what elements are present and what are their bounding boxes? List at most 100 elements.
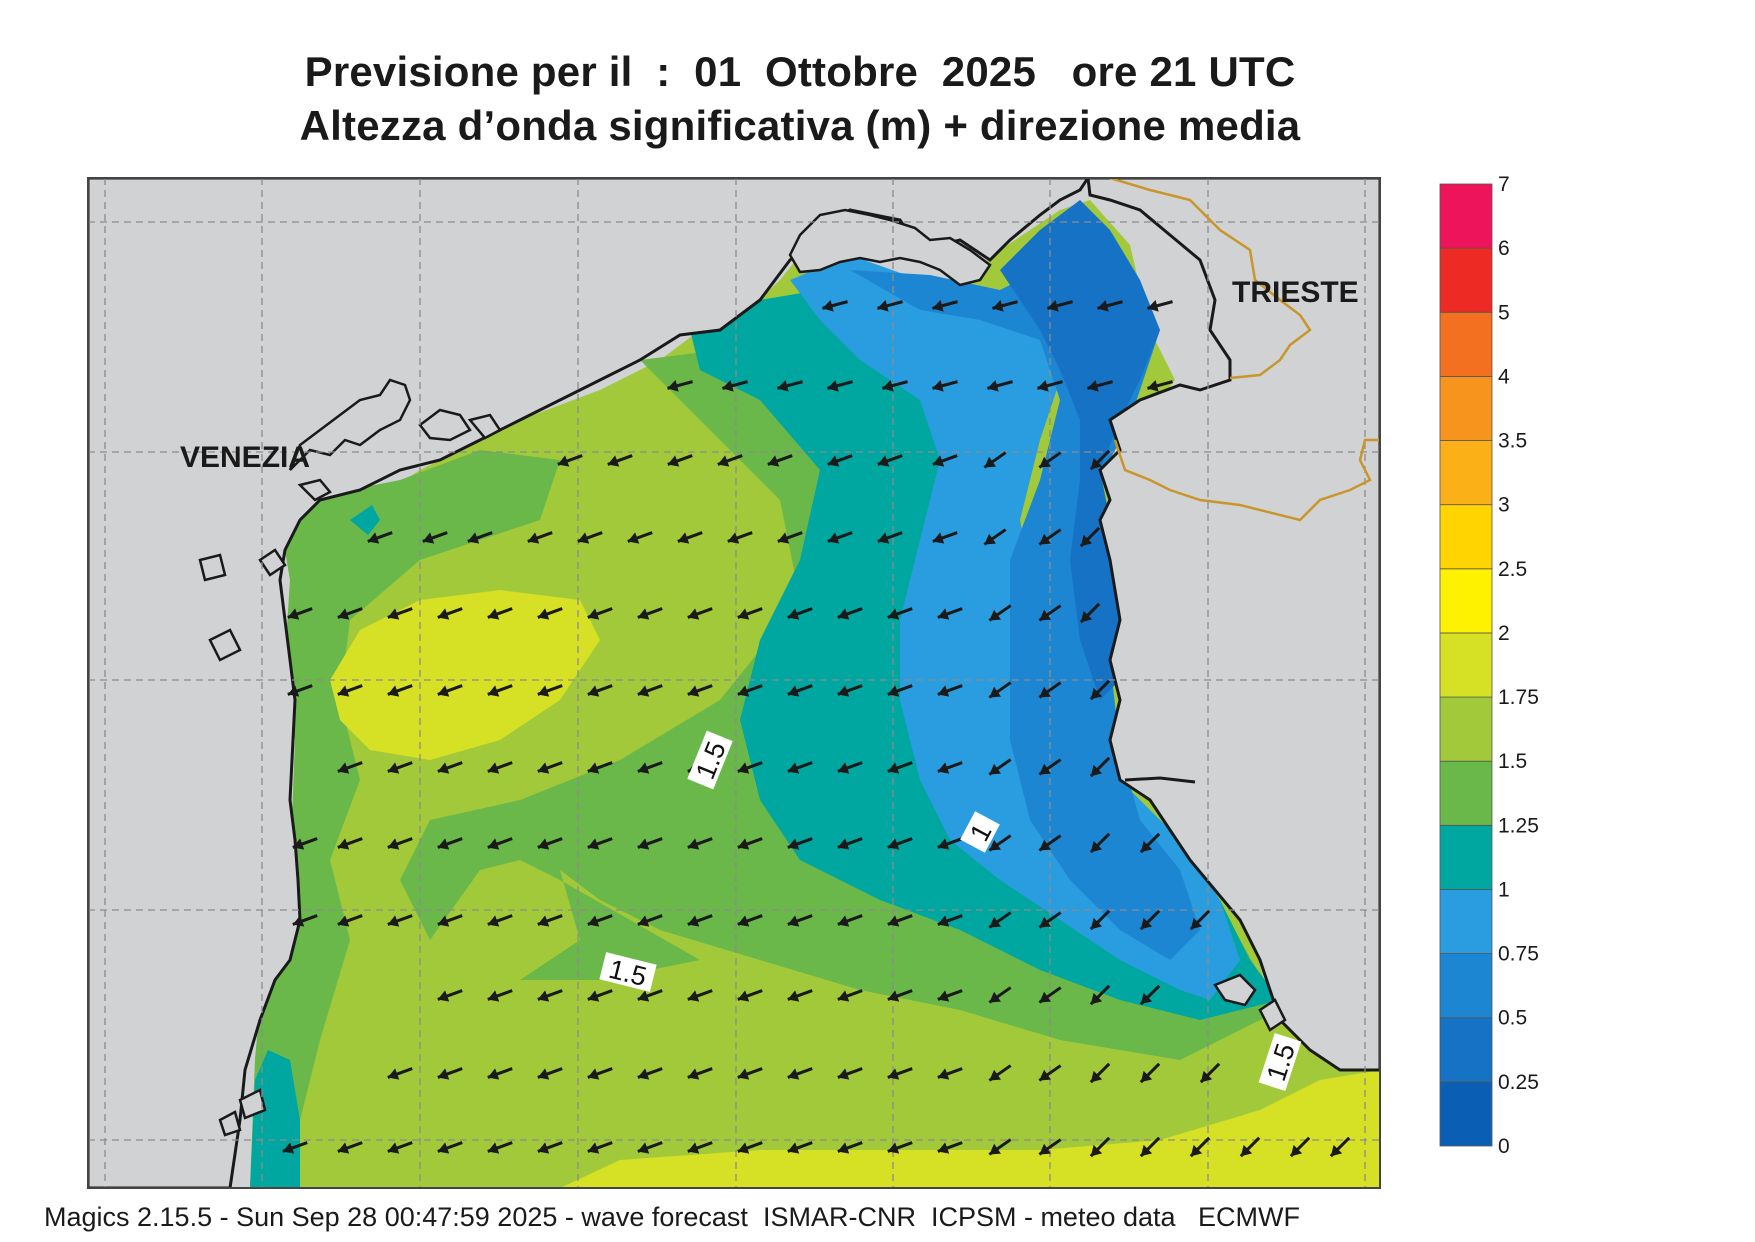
wave-arrow-head <box>287 608 300 620</box>
wave-arrow-head <box>787 1068 800 1080</box>
wave-arrow-head <box>687 1142 700 1154</box>
colorbar-label: 2.5 <box>1498 558 1527 581</box>
wave-arrow-head <box>887 762 900 774</box>
wave-arrow-head <box>687 685 700 697</box>
colorbar-swatch <box>1439 696 1493 762</box>
wave-arrow-head <box>737 1142 750 1154</box>
wave-arrow-head <box>837 1068 850 1080</box>
wave-arrow-head <box>387 1142 400 1154</box>
wave-arrow-head <box>537 1068 550 1080</box>
wave-arrow-head <box>837 1142 850 1154</box>
wave-arrow-head <box>837 685 850 697</box>
wave-arrow-head <box>487 762 500 774</box>
wave-arrow-head <box>787 838 800 850</box>
wave-arrow-head <box>937 1142 950 1154</box>
wave-arrow-head <box>887 838 900 850</box>
wave-arrow-head <box>1039 533 1051 545</box>
variable-subtitle: Altezza d’onda significativa (m) + direz… <box>299 102 1301 149</box>
colorbar-label: 0.75 <box>1498 943 1539 966</box>
wave-arrow-head <box>937 990 950 1002</box>
wave-arrow-head <box>687 838 700 850</box>
wave-arrow-head <box>787 685 800 697</box>
wave-arrow-head <box>587 915 600 927</box>
wave-arrow-head <box>989 763 1001 775</box>
wave-arrow-head <box>937 685 950 697</box>
wave-arrow-head <box>887 608 900 620</box>
map-frame <box>87 177 1381 1189</box>
wave-arrow-head <box>667 379 679 392</box>
map-frame-content: 1.5 1 1.5 1.5 VENEZIA TRIESTE <box>88 178 1380 1188</box>
wave-arrow-head <box>387 608 400 620</box>
wave-arrow-head <box>687 915 700 927</box>
wave-arrow-head <box>337 608 350 620</box>
wave-arrow-head <box>587 608 600 620</box>
colorbar-label: 6 <box>1498 237 1510 260</box>
wave-arrow-head <box>1039 763 1051 775</box>
contour-1-lagoon-venezia <box>350 505 380 535</box>
colorbar-label: 3 <box>1498 494 1510 517</box>
wave-arrow-head <box>587 990 600 1002</box>
wave-arrow-head <box>687 608 700 620</box>
wave-arrow-head <box>989 1069 1001 1081</box>
wave-arrow-head <box>887 990 900 1002</box>
wave-arrow-head <box>627 532 640 544</box>
wave-arrow-head <box>637 990 650 1002</box>
wave-arrow-head <box>537 915 550 927</box>
colorbar-label: 0.5 <box>1498 1007 1527 1030</box>
wave-arrow-head <box>984 533 996 545</box>
contour-label-3: 1.5 <box>599 952 657 992</box>
wave-arrow-head <box>737 762 750 774</box>
wave-arrow-head <box>887 1068 900 1080</box>
wave-arrow-head <box>882 379 894 392</box>
wave-arrow-head <box>557 455 570 467</box>
colorbar-swatch <box>1439 1017 1493 1083</box>
wave-arrow-head <box>292 838 305 850</box>
wave-arrow-head <box>422 532 435 544</box>
wave-arrow-head <box>937 1068 950 1080</box>
colorbar-swatch <box>1439 760 1493 826</box>
wave-arrow-head <box>337 915 350 927</box>
colorbar-label: 2 <box>1498 622 1510 645</box>
wave-arrow-head <box>337 685 350 697</box>
colorbar-swatch <box>1439 247 1493 313</box>
wave-arrow-head <box>737 915 750 927</box>
wave-arrow-head <box>367 532 380 544</box>
wave-arrow-head <box>537 762 550 774</box>
colorbar: 0 0.25 0.5 0.75 1 1.25 1.5 1.75 2 2.5 3 3.5 4 5 6 7 <box>1439 173 1539 1158</box>
wave-arrow-head <box>717 455 730 467</box>
wave-arrow-head <box>877 455 890 467</box>
wave-arrow-head <box>887 1142 900 1154</box>
wave-arrow-head <box>1039 839 1051 851</box>
wave-arrow-head <box>937 838 950 850</box>
wave-arrow-head <box>989 991 1001 1003</box>
wave-arrow-head <box>1190 1144 1203 1157</box>
wave-arrow-head <box>637 1142 650 1154</box>
wave-arrow-head <box>587 838 600 850</box>
wave-arrow-head <box>527 532 540 544</box>
wave-arrow-head <box>1190 917 1203 930</box>
wave-arrow-head <box>932 379 944 392</box>
wave-arrow-head <box>537 990 550 1002</box>
wave-arrow-head <box>387 1068 400 1080</box>
wave-arrow-head <box>1147 379 1159 392</box>
east-coast-islands <box>1213 973 1287 1032</box>
colorbar-swatch <box>1439 953 1493 1019</box>
wave-arrow-head <box>787 1142 800 1154</box>
wave-arrow-head <box>987 379 999 392</box>
wave-arrow-head <box>767 455 780 467</box>
wave-arrow-head <box>587 1068 600 1080</box>
colorbar-label: 1.5 <box>1498 750 1527 773</box>
colorbar-label: 0 <box>1498 1135 1510 1158</box>
wave-arrow-head <box>337 1142 350 1154</box>
wave-arrow-head <box>1080 534 1093 547</box>
wave-arrow-head <box>487 1142 500 1154</box>
wave-arrow-head <box>992 299 1004 312</box>
national-border <box>1109 178 1380 522</box>
wave-arrow-head <box>932 455 945 467</box>
wave-arrow-head <box>1039 1069 1051 1081</box>
colorbar-label: 1.75 <box>1498 686 1539 709</box>
wave-arrow-head <box>837 990 850 1002</box>
wave-arrow-head <box>437 1068 450 1080</box>
wave-arrow-head <box>937 608 950 620</box>
wave-arrow-head <box>487 838 500 850</box>
